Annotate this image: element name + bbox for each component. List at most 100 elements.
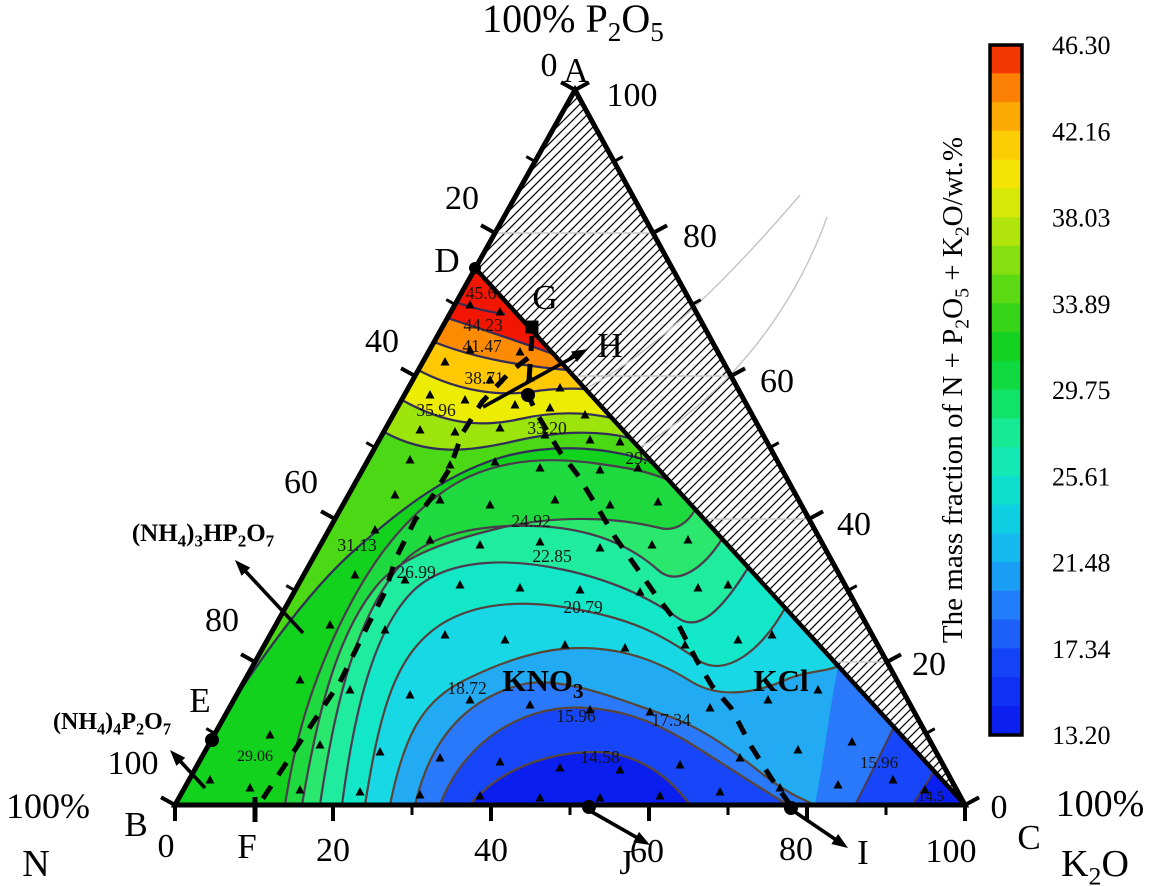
sample-point — [440, 357, 450, 366]
colorbar-cell — [990, 332, 1022, 362]
right-axis-label: 40 — [837, 506, 871, 543]
sample-point — [485, 500, 495, 509]
right-axis-label: 100 — [607, 77, 658, 114]
left-axis-label: 40 — [365, 323, 399, 360]
axis-tick — [240, 652, 256, 664]
sample-point — [415, 790, 425, 799]
axis-tick — [769, 441, 780, 449]
label-nh4-4: (NH4)4P2O7 — [53, 709, 171, 738]
sample-point — [485, 375, 495, 384]
contour-band-1596-C — [854, 726, 895, 806]
arrow-H-head — [571, 349, 588, 362]
sample-point — [555, 383, 565, 392]
colorbar-cell — [990, 217, 1022, 247]
sample-point — [435, 753, 445, 762]
sample-point — [535, 537, 545, 546]
sample-point — [550, 495, 560, 504]
top-vertex-title: 100% P2O5 — [482, 0, 664, 47]
sample-point — [675, 760, 685, 769]
sample-point — [450, 427, 460, 436]
sample-point — [585, 705, 595, 714]
axis-tick — [730, 366, 747, 378]
sample-point — [615, 765, 625, 774]
colorbar-cell — [990, 418, 1022, 448]
colorbar-cell — [990, 475, 1022, 506]
colorbar-cell — [990, 562, 1022, 592]
sample-point — [575, 585, 585, 594]
sample-point — [400, 575, 410, 584]
contour-20.79 — [363, 602, 786, 806]
right-axis-label: 60 — [760, 363, 794, 400]
axis-tick — [574, 80, 591, 92]
excluded-region — [475, 90, 965, 805]
colorbar-cell — [990, 648, 1022, 678]
colorbar-tick-label: 25.61 — [1052, 462, 1111, 491]
colorbar-cell — [990, 677, 1022, 707]
sample-point — [715, 787, 725, 796]
contour-label-35.96: 35.96 — [416, 400, 456, 420]
contour-17.34 — [413, 681, 816, 806]
colorbar-tick-label: 17.34 — [1052, 635, 1111, 664]
point-H — [521, 388, 535, 402]
contour-33.20 — [383, 431, 631, 451]
axis-tick — [480, 223, 496, 235]
colorbar-cell — [990, 102, 1022, 132]
sample-point — [425, 535, 435, 544]
colorbar-cell — [990, 245, 1022, 276]
colorbar-tick-label: 13.20 — [1052, 721, 1111, 750]
axis-tick — [160, 795, 176, 807]
sample-point — [415, 425, 425, 434]
contour-label-14.58: 14.58 — [580, 747, 620, 767]
arrow-I-head — [831, 834, 848, 848]
sample-point — [723, 580, 733, 589]
sample-point — [813, 685, 823, 694]
sample-point — [653, 497, 663, 506]
sample-point — [475, 791, 485, 800]
left-axis-label: 0 — [541, 47, 558, 84]
left-axis-label: 100 — [108, 745, 159, 782]
sample-point — [595, 465, 605, 474]
sample-point — [265, 730, 275, 739]
sample-point — [645, 707, 655, 716]
point-letter-F: F — [237, 827, 256, 866]
label-nh4-3: (NH4)3HP2O7 — [132, 520, 275, 551]
contour-label-15.96: 15.96 — [556, 706, 596, 726]
colorbar-cell — [990, 705, 1022, 736]
axis-tick — [205, 727, 216, 735]
sample-point — [595, 793, 605, 802]
axis-tick — [320, 509, 336, 521]
contour-label-26.99: 26.99 — [396, 562, 436, 582]
sample-point — [465, 695, 475, 704]
sample-point — [495, 757, 505, 766]
axis-tick — [400, 366, 416, 378]
colorbar-cell — [990, 447, 1022, 477]
band-145-C — [912, 771, 965, 805]
contour-18.72 — [388, 646, 839, 806]
point-D — [469, 262, 481, 274]
sample-point — [495, 307, 505, 316]
sample-point — [683, 535, 693, 544]
sample-point — [620, 643, 630, 652]
contour-label-45.6: 45.6 — [466, 283, 497, 303]
arrow-H — [482, 353, 579, 409]
sample-point — [833, 780, 843, 789]
contour-label-22.85: 22.85 — [532, 546, 572, 566]
contour-bands — [175, 90, 965, 805]
sample-point — [460, 395, 470, 404]
phase-boundary-left — [259, 356, 530, 802]
point-letter-E: E — [189, 681, 210, 720]
sample-point — [635, 587, 645, 596]
colorbar-tick-label: 46.30 — [1052, 31, 1111, 60]
axis-tick — [613, 155, 624, 163]
sample-point — [847, 737, 857, 746]
sample-point — [595, 543, 605, 552]
colorbar-cell — [990, 73, 1022, 103]
point-I — [784, 801, 798, 815]
sample-point — [475, 540, 485, 549]
sample-point — [633, 463, 643, 472]
contour-14.58 — [469, 750, 691, 806]
bottom-axis-label: 40 — [474, 832, 508, 869]
sample-point — [465, 345, 475, 354]
contour-label-band-1596-C: 15.96 — [860, 753, 898, 772]
